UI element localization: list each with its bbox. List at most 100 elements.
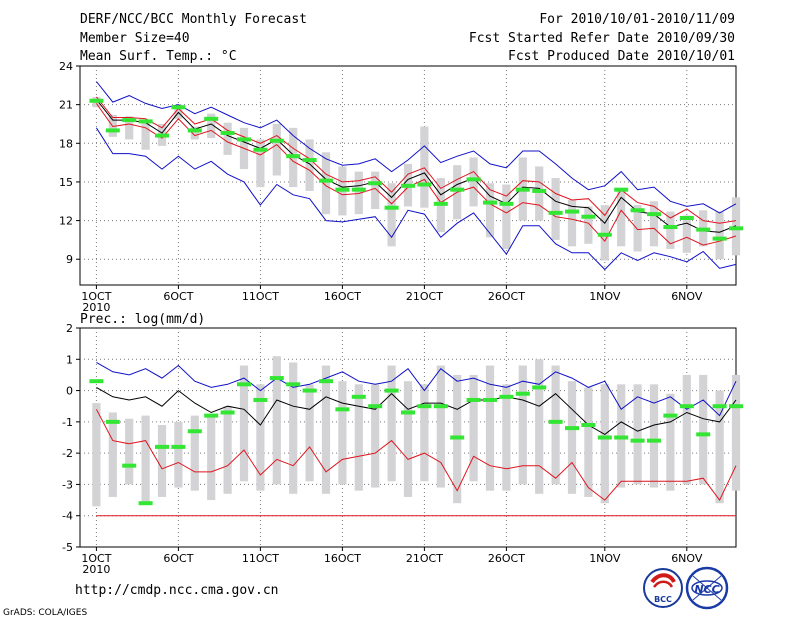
temp-clim-mark [138, 119, 153, 124]
prec-box [157, 424, 167, 497]
temp-ytick-label: 9 [66, 253, 73, 266]
temp-clim-mark [384, 205, 399, 210]
prec-clim-mark [105, 419, 120, 424]
temp-ytick-label: 18 [59, 137, 73, 150]
prec-clim-mark [253, 397, 268, 402]
prec-clim-mark [515, 391, 530, 396]
prec-xtick-label: 11OCT [242, 552, 279, 565]
precip-label: Prec.: log(mm/d) [80, 312, 205, 327]
prec-box [584, 387, 593, 497]
temp-line-mean_minus [95, 103, 737, 246]
temp-clim-mark [187, 128, 202, 133]
prec-box [256, 384, 265, 491]
forecast-period: For 2010/10/01-2010/11/09 [539, 12, 735, 27]
temp-xtick-label: 6NOV [671, 290, 703, 303]
prec-box [436, 365, 445, 488]
prec-clim-mark [466, 397, 481, 402]
prec-ytick-label: 2 [66, 322, 73, 335]
prec-clim-mark [712, 404, 727, 409]
temp-year-label: 2010 [82, 301, 110, 314]
prec-xtick-label: 1NOV [589, 552, 621, 565]
prec-clim-mark [565, 426, 579, 431]
temp-clim-mark [450, 187, 465, 192]
prec-ytick-label: -4 [62, 510, 73, 523]
prec-clim-mark [450, 435, 465, 440]
temp-box [371, 171, 380, 209]
temp-box [223, 122, 232, 155]
temp-ytick-label: 24 [59, 60, 73, 73]
prec-ytick-label: -5 [62, 541, 73, 554]
prec-box [272, 356, 281, 485]
temp-line-max [96, 81, 737, 214]
prec-clim-mark [483, 397, 497, 402]
prec-clim-mark [729, 404, 743, 409]
prec-clim-mark [286, 382, 301, 387]
prec-clim-mark [351, 394, 366, 399]
prec-ytick-label: -1 [62, 416, 73, 429]
prec-box [354, 384, 363, 491]
prec-xtick-label: 26OCT [488, 552, 525, 565]
temp-clim-mark [302, 158, 317, 163]
chart-title: DERF/NCC/BCC Monthly Forecast [80, 12, 307, 27]
temp-clim-mark [122, 118, 137, 123]
prec-box [682, 374, 691, 485]
temp-clim-mark [319, 178, 333, 183]
temp-box [502, 184, 511, 249]
temp-xtick-label: 1OCT [81, 290, 111, 303]
temp-box [272, 123, 281, 176]
prec-xtick-label: 16OCT [324, 552, 361, 565]
prec-box [731, 374, 741, 491]
temp-box [305, 139, 314, 191]
variable-label: Mean Surf. Temp.: °C [80, 49, 237, 64]
temp-box [551, 178, 560, 240]
temp-box [190, 126, 199, 140]
temp-xtick-label: 6OCT [163, 290, 193, 303]
temp-xtick-label: 11OCT [242, 290, 279, 303]
prec-clim-mark [614, 435, 629, 440]
temp-ytick-label: 12 [59, 215, 73, 228]
temp-box [141, 120, 150, 150]
started-date: Fcst Started Refer Date 2010/09/30 [469, 31, 735, 46]
prec-box [174, 421, 183, 488]
temp-clim-mark [204, 116, 219, 121]
temp-line-min [95, 127, 737, 271]
temp-clim-mark [253, 147, 268, 152]
temp-xtick-label: 1NOV [589, 290, 621, 303]
prec-box [190, 415, 199, 491]
prec-box [141, 415, 150, 504]
temp-clim-mark [483, 200, 497, 205]
temp-clim-mark [499, 201, 514, 206]
prec-xtick-label: 1OCT [81, 552, 111, 565]
prec-box [305, 384, 314, 482]
temp-clim-mark [417, 182, 432, 187]
source-url[interactable]: http://cmdp.ncc.cma.gov.cn [75, 583, 279, 598]
prec-clim-mark [663, 413, 678, 418]
temp-clim-mark [532, 188, 547, 193]
temp-box [469, 157, 478, 207]
prec-box [485, 365, 495, 491]
prec-clim-mark [417, 404, 432, 409]
temp-box [584, 206, 593, 244]
prec-clim-mark [679, 404, 694, 409]
prec-line-mean [96, 386, 737, 435]
prec-box [502, 384, 511, 491]
temp-clim-mark [171, 105, 186, 110]
temp-box [321, 152, 331, 215]
temp-box [567, 199, 577, 247]
prec-ytick-label: -2 [62, 447, 73, 460]
prec-line-p10 [95, 409, 737, 502]
prec-box [321, 365, 331, 494]
temp-box [617, 190, 626, 247]
prec-clim-mark [269, 376, 284, 381]
bcc-logo: BCC [643, 568, 683, 608]
produced-date: Fcst Produced Date 2010/10/01 [508, 49, 735, 64]
temp-clim-mark [466, 177, 481, 182]
temp-box [420, 126, 429, 208]
temp-clim-mark [663, 225, 678, 230]
prec-clim-mark [597, 435, 612, 440]
prec-box [420, 384, 429, 482]
temp-clim-mark [729, 226, 743, 231]
temp-xtick-label: 16OCT [324, 290, 361, 303]
temp-box [649, 201, 659, 247]
temp-clim-mark [237, 137, 251, 142]
